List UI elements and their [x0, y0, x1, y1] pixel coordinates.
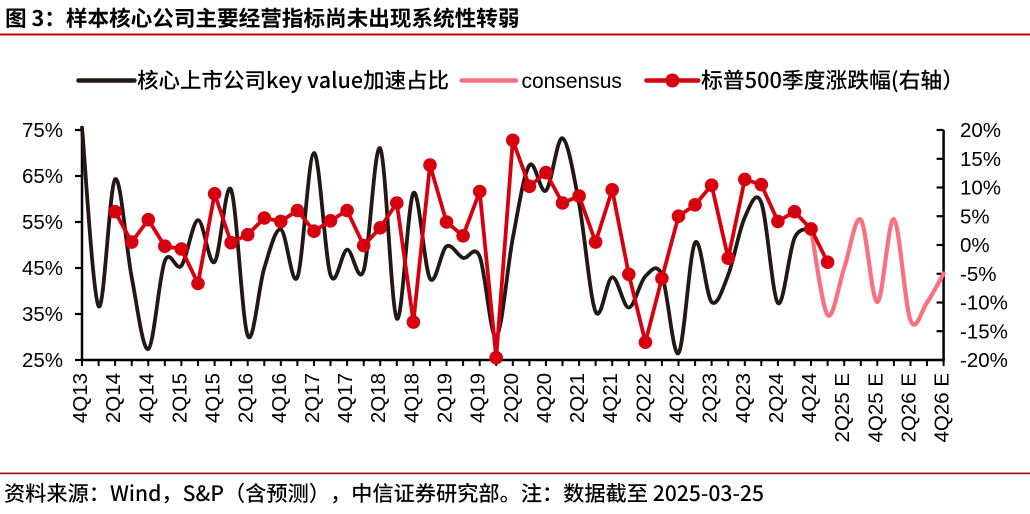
svg-text:25%: 25% [22, 349, 63, 372]
svg-text:4Q23: 4Q23 [732, 373, 755, 423]
svg-text:-10%: -10% [960, 292, 1008, 315]
svg-text:4Q16: 4Q16 [268, 373, 291, 423]
svg-text:-20%: -20% [960, 349, 1008, 372]
svg-text:20%: 20% [960, 119, 1001, 142]
svg-text:4Q14: 4Q14 [135, 373, 158, 423]
svg-text:2Q14: 2Q14 [102, 373, 125, 423]
svg-text:consensus: consensus [522, 70, 622, 93]
svg-text:45%: 45% [22, 257, 63, 280]
svg-text:4Q22: 4Q22 [666, 373, 689, 423]
svg-text:4Q15: 4Q15 [202, 373, 225, 423]
svg-text:-15%: -15% [960, 320, 1008, 343]
svg-text:2Q26 E: 2Q26 E [898, 373, 921, 443]
svg-text:2Q17: 2Q17 [301, 373, 324, 423]
svg-text:4Q21: 4Q21 [599, 373, 622, 423]
svg-text:75%: 75% [22, 119, 63, 142]
svg-text:4Q24: 4Q24 [798, 373, 821, 423]
svg-text:4Q25 E: 4Q25 E [864, 373, 887, 443]
svg-text:0%: 0% [960, 234, 990, 257]
svg-text:2Q15: 2Q15 [168, 373, 191, 423]
svg-text:4Q17: 4Q17 [334, 373, 357, 423]
svg-text:4Q20: 4Q20 [533, 373, 556, 423]
svg-text:4Q26 E: 4Q26 E [931, 373, 954, 443]
svg-text:2Q20: 2Q20 [500, 373, 523, 423]
svg-text:35%: 35% [22, 303, 63, 326]
svg-text:55%: 55% [22, 211, 63, 234]
svg-text:2Q19: 2Q19 [434, 373, 457, 423]
svg-text:2Q23: 2Q23 [699, 373, 722, 423]
svg-text:2Q22: 2Q22 [632, 373, 655, 423]
svg-text:4Q19: 4Q19 [467, 373, 490, 423]
svg-text:4Q13: 4Q13 [69, 373, 92, 423]
svg-text:65%: 65% [22, 165, 63, 188]
svg-text:2Q21: 2Q21 [566, 373, 589, 423]
svg-text:2Q18: 2Q18 [367, 373, 390, 423]
svg-text:10%: 10% [960, 177, 1001, 200]
svg-text:-5%: -5% [960, 263, 996, 286]
svg-text:15%: 15% [960, 148, 1001, 171]
svg-text:5%: 5% [960, 205, 990, 228]
svg-text:2Q16: 2Q16 [235, 373, 258, 423]
svg-text:2Q25 E: 2Q25 E [831, 373, 854, 443]
svg-text:2Q24: 2Q24 [765, 373, 788, 423]
svg-text:4Q18: 4Q18 [400, 373, 423, 423]
